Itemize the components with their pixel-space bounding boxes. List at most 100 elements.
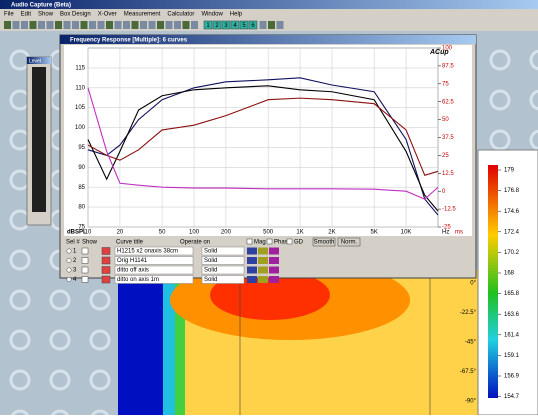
toolbar-button[interactable] [230,20,240,30]
tool-icon[interactable] [72,21,79,29]
colorbar-tick-label: 154.7 [504,394,520,400]
y-tick-label: 75 [78,225,85,231]
tool-icon[interactable] [268,21,275,29]
title-box[interactable] [114,256,194,265]
toolbar-button[interactable] [203,20,213,30]
color-button[interactable] [258,257,268,264]
tool-icon[interactable] [97,21,105,29]
menu-item[interactable]: Measurement [124,12,161,18]
colorbar-tick-label: 172.4 [504,229,520,235]
checkbox[interactable] [246,238,253,245]
color-button[interactable] [258,276,268,283]
delete-button[interactable] [101,256,111,265]
color-button[interactable] [269,247,279,255]
toolbar-button[interactable] [248,20,258,30]
menu-item[interactable]: X-Over [98,12,117,18]
style-box[interactable] [201,256,245,265]
checkbox[interactable] [286,238,293,245]
tool-icon[interactable] [38,21,45,29]
tool-icon[interactable] [29,21,37,29]
x-tick-label: 2K [328,230,335,236]
row-sel: 2 [73,258,77,264]
angle-label: 0° [470,281,476,287]
menu-item[interactable]: Edit [21,12,32,18]
tool-icon[interactable] [63,21,71,29]
tool-icon[interactable] [55,21,62,29]
curve-style: Solid [204,277,217,283]
tool-icon[interactable] [182,21,190,29]
title-box[interactable] [114,265,194,275]
color-button[interactable] [269,276,279,283]
tool-icon[interactable] [89,21,96,29]
tool-icon[interactable] [114,21,122,29]
toolbar-button-label: 3 [224,23,228,29]
tool-icon[interactable] [165,21,173,29]
color-button[interactable] [269,257,279,264]
color-button[interactable] [247,257,257,264]
menu-item[interactable]: Calculator [167,12,194,18]
button[interactable] [312,237,336,247]
button[interactable] [337,237,361,247]
button-label: Smooth [314,240,335,246]
curve [87,85,439,212]
menu-item[interactable]: Show [38,12,54,18]
show-check[interactable] [81,247,89,255]
x-tick-label: 20 [117,230,124,236]
tool-icon[interactable] [131,21,139,29]
colorbar-tick-label: 165.8 [504,291,520,297]
checkbox[interactable] [266,238,273,245]
menu-item[interactable]: Window [201,12,223,18]
title-box[interactable] [114,275,194,284]
button-label: Norm. [341,240,358,246]
curve-title: H1215 x2 onaxis 38cm [117,249,178,255]
tool-icon[interactable] [106,21,113,29]
menu-item[interactable]: Help [230,12,243,18]
tool-icon[interactable] [276,21,284,29]
tool-icon[interactable] [46,21,54,29]
tool-icon[interactable] [140,21,147,29]
tool-icon[interactable] [157,21,164,29]
delete-button[interactable] [101,266,111,274]
y2-tick-label: 0 [442,189,446,195]
tool-icon[interactable] [21,21,28,29]
tool-icon[interactable] [259,21,267,29]
title-box[interactable] [114,246,194,256]
colorbar-tick-label: 161.4 [504,332,520,338]
colorbar-tick-label: 176.8 [504,188,520,194]
color-button[interactable] [247,247,257,255]
show-check[interactable] [81,266,89,274]
tool-icon[interactable] [4,21,11,29]
curve-style: Solid [204,258,217,264]
color-button[interactable] [247,276,257,283]
menu-item[interactable]: File [4,12,14,18]
radio[interactable] [66,258,72,263]
delete-button[interactable] [101,247,111,255]
colorbar-tick-label: 163.6 [504,312,520,318]
style-box[interactable] [201,275,245,284]
menu-item[interactable]: Box Design [60,12,91,18]
tool-icon[interactable] [123,21,130,29]
show-check[interactable] [81,276,89,283]
tool-icon[interactable] [191,21,198,29]
tool-icon[interactable] [174,21,181,29]
radio[interactable] [66,248,72,254]
style-box[interactable] [201,265,245,275]
color-button[interactable] [247,266,257,274]
radio[interactable] [66,267,72,273]
delete-button[interactable] [101,275,111,284]
style-box[interactable] [201,246,245,256]
toolbar-button[interactable] [212,20,222,30]
show-check[interactable] [81,257,89,264]
color-button[interactable] [258,247,268,255]
toolbar-button[interactable] [221,20,231,30]
colorbar-tick-label: 168 [504,271,515,277]
toolbar-button[interactable] [239,20,249,30]
color-button[interactable] [258,266,268,274]
tool-icon[interactable] [148,21,156,29]
tool-icon[interactable] [12,21,20,29]
radio[interactable] [66,277,72,282]
color-button[interactable] [269,266,279,274]
tool-icon[interactable] [80,21,88,29]
